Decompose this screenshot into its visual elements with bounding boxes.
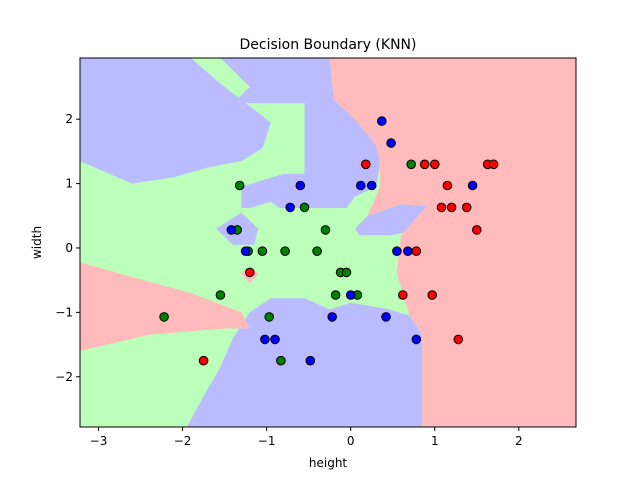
data-point-blue-14 xyxy=(260,334,270,345)
chart-title: Decision Boundary (KNN) xyxy=(240,37,417,53)
data-point-blue-3 xyxy=(356,180,366,191)
data-point-blue-8 xyxy=(240,246,251,256)
data-point-green-14 xyxy=(159,312,169,322)
decision-region-blue-0 xyxy=(80,58,271,184)
data-point-green-10 xyxy=(341,267,352,278)
data-point-blue-2 xyxy=(295,180,306,191)
data-point-green-12 xyxy=(330,290,341,300)
x-axis-ticks: −3 −2 −1 0 1 2 xyxy=(90,427,523,448)
data-point-red-12 xyxy=(427,290,438,300)
data-point-red-15 xyxy=(198,355,209,366)
decision-region-blue-5 xyxy=(186,298,423,427)
x-tick-label: −1 xyxy=(258,434,276,448)
x-tick-label: −2 xyxy=(174,434,192,448)
decision-region-blue-2 xyxy=(241,173,305,208)
data-point-green-2 xyxy=(299,202,310,213)
data-point-red-8 xyxy=(461,202,472,213)
data-point-green-15 xyxy=(264,312,275,322)
decision-region-blue-1 xyxy=(220,58,381,208)
data-point-red-6 xyxy=(436,202,447,213)
data-point-red-11 xyxy=(398,290,408,300)
data-point-red-10 xyxy=(411,246,422,256)
decision-regions xyxy=(80,58,576,427)
plot-frame xyxy=(79,57,577,428)
data-point-green-6 xyxy=(257,246,268,256)
x-axis-label: height xyxy=(309,456,348,470)
data-point-blue-16 xyxy=(411,334,422,345)
data-point-green-11 xyxy=(215,290,226,300)
data-point-green-8 xyxy=(312,246,322,256)
data-point-blue-11 xyxy=(345,290,356,300)
data-point-blue-7 xyxy=(226,225,237,235)
y-tick-label: 0 xyxy=(65,241,73,255)
decision-region-red-6 xyxy=(329,58,576,427)
x-tick-label: 2 xyxy=(515,434,523,448)
data-point-green-0 xyxy=(406,159,417,170)
decision-region-red-7 xyxy=(80,262,250,351)
x-tick-label: 1 xyxy=(431,434,439,448)
data-point-red-0 xyxy=(361,159,371,170)
y-tick-label: 2 xyxy=(65,112,73,126)
data-point-green-1 xyxy=(234,180,245,191)
data-point-blue-15 xyxy=(270,334,280,345)
data-point-red-4 xyxy=(488,159,499,170)
data-point-red-7 xyxy=(446,202,457,213)
y-tick-label: −2 xyxy=(55,370,73,384)
x-tick-label: 0 xyxy=(347,434,355,448)
data-point-blue-12 xyxy=(327,312,338,322)
y-axis-ticks: −2 −1 0 1 2 xyxy=(55,112,80,384)
data-point-green-4 xyxy=(320,225,331,235)
data-point-blue-10 xyxy=(403,246,413,256)
x-tick-label: −3 xyxy=(90,434,108,448)
data-point-green-16 xyxy=(276,355,286,366)
data-point-red-13 xyxy=(453,334,464,345)
plot-area xyxy=(79,57,577,428)
y-tick-label: −1 xyxy=(55,305,73,319)
data-point-blue-1 xyxy=(386,138,396,148)
data-point-blue-9 xyxy=(392,246,402,256)
data-point-blue-0 xyxy=(377,116,387,126)
data-point-green-7 xyxy=(280,246,290,256)
data-point-blue-5 xyxy=(467,180,478,191)
data-point-blue-13 xyxy=(381,312,391,322)
data-point-blue-17 xyxy=(305,355,316,366)
data-point-blue-6 xyxy=(285,202,296,213)
data-point-red-2 xyxy=(430,159,440,170)
data-point-red-5 xyxy=(442,180,453,191)
y-axis-label: width xyxy=(30,226,44,259)
data-point-red-9 xyxy=(472,225,482,235)
data-points xyxy=(159,116,499,366)
data-point-blue-4 xyxy=(366,180,377,191)
data-point-red-1 xyxy=(419,159,430,170)
y-tick-label: 1 xyxy=(65,177,73,191)
data-point-red-14 xyxy=(245,267,255,278)
